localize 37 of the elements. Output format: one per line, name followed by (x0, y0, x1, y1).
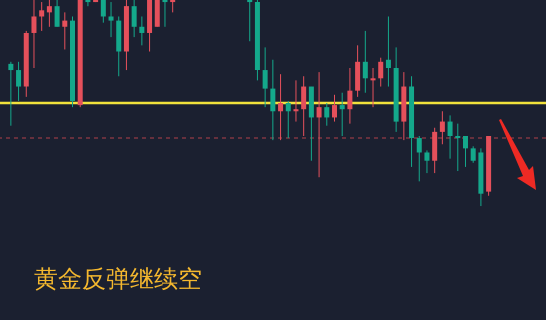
candlestick (247, 0, 252, 42)
candlestick (293, 80, 298, 122)
candlestick (362, 30, 368, 94)
candlestick (46, 0, 52, 28)
candlestick (416, 135, 422, 182)
text: 黄金反弹继续空 (34, 265, 202, 293)
candlestick (378, 57, 384, 88)
candlestick (62, 12, 68, 50)
candlestick (332, 94, 337, 122)
candlestick (470, 146, 476, 164)
candlestick (386, 16, 391, 88)
candlestick (31, 0, 36, 68)
candlestick (440, 110, 445, 145)
candlestick (448, 114, 453, 160)
candlestick (108, 2, 114, 38)
candlestick (286, 100, 291, 139)
candlestick (39, 2, 44, 32)
candlestick (8, 61, 14, 126)
candlestick (370, 67, 376, 108)
candlestick (462, 135, 468, 168)
candlestick (139, 16, 144, 46)
candlestick (16, 61, 22, 102)
candlestick (270, 59, 276, 141)
candlestick (424, 150, 430, 174)
candlestick (347, 67, 352, 124)
candlestick (262, 46, 268, 108)
candlestick (162, 0, 168, 28)
candlestick (170, 0, 176, 13)
candlestick (316, 72, 322, 178)
candlestick (54, 0, 60, 28)
candlestick (100, 0, 106, 24)
candlestick (132, 0, 137, 38)
candlestick (324, 102, 330, 126)
candlestick (278, 74, 284, 141)
candlestick (301, 76, 306, 136)
candlestick (455, 123, 460, 172)
candlestick (340, 92, 345, 136)
